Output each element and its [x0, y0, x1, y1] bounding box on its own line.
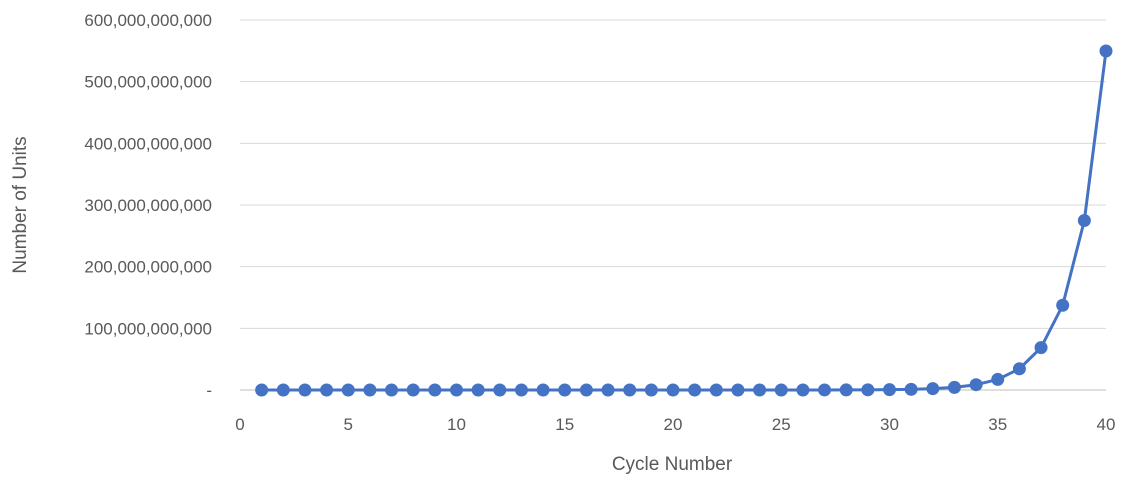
data-point: [276, 383, 290, 397]
y-tick-label: 100,000,000,000: [84, 319, 212, 338]
y-axis-tick-labels: - 100,000,000,000 200,000,000,000 300,000,0…: [84, 11, 212, 400]
data-point: [493, 383, 507, 397]
x-tick-label: 0: [235, 415, 244, 434]
data-point: [904, 382, 918, 396]
data-point: [1012, 362, 1026, 376]
data-point: [1099, 44, 1113, 58]
data-point: [298, 383, 312, 397]
y-axis-title: Number of Units: [10, 136, 31, 273]
y-tick-label: 600,000,000,000: [84, 11, 212, 30]
y-tick-label: 300,000,000,000: [84, 196, 212, 215]
data-point: [255, 383, 269, 397]
data-point: [1077, 213, 1091, 227]
data-point: [601, 383, 615, 397]
data-point: [883, 383, 896, 397]
data-point: [406, 383, 420, 397]
data-point: [969, 378, 983, 392]
y-tick-label: 500,000,000,000: [84, 73, 212, 92]
y-tick-label: -: [206, 381, 212, 400]
x-tick-label: 30: [880, 415, 899, 434]
data-point: [514, 383, 528, 397]
x-tick-label: 10: [447, 415, 466, 434]
data-point: [926, 382, 940, 396]
data-point: [428, 383, 442, 397]
data-point: [839, 383, 853, 397]
data-point: [991, 372, 1005, 386]
data-point: [536, 383, 550, 397]
data-point: [471, 383, 485, 397]
data-point: [666, 383, 680, 397]
x-tick-label: 5: [344, 415, 353, 434]
data-point: [753, 383, 767, 397]
data-point: [385, 383, 399, 397]
data-point: [558, 383, 572, 397]
data-point: [341, 383, 355, 397]
data-point: [579, 383, 593, 397]
series-line: [261, 50, 1108, 392]
data-point: [363, 383, 377, 397]
gridlines: [240, 19, 1106, 391]
x-tick-label: 20: [664, 415, 683, 434]
data-point: [644, 383, 658, 397]
data-point: [1056, 298, 1070, 312]
y-tick-label: 200,000,000,000: [84, 258, 212, 277]
data-point: [818, 383, 832, 397]
data-point: [774, 383, 788, 397]
y-tick-label: 400,000,000,000: [84, 134, 212, 153]
x-axis-tick-labels: 0 5 10 15 20 25 30 35 40: [235, 415, 1115, 434]
x-tick-label: 40: [1097, 415, 1116, 434]
data-point: [709, 383, 723, 397]
x-tick-label: 15: [555, 415, 574, 434]
data-series: [255, 44, 1113, 397]
data-point: [796, 383, 810, 397]
data-point: [623, 383, 637, 397]
x-axis-title: Cycle Number: [612, 454, 733, 475]
data-point: [688, 383, 702, 397]
data-point: [731, 383, 745, 397]
data-point: [450, 383, 463, 397]
x-tick-label: 35: [988, 415, 1007, 434]
data-point: [320, 383, 334, 397]
data-point: [861, 383, 875, 397]
data-point: [1034, 341, 1048, 355]
data-point: [947, 380, 961, 394]
x-tick-label: 25: [772, 415, 791, 434]
